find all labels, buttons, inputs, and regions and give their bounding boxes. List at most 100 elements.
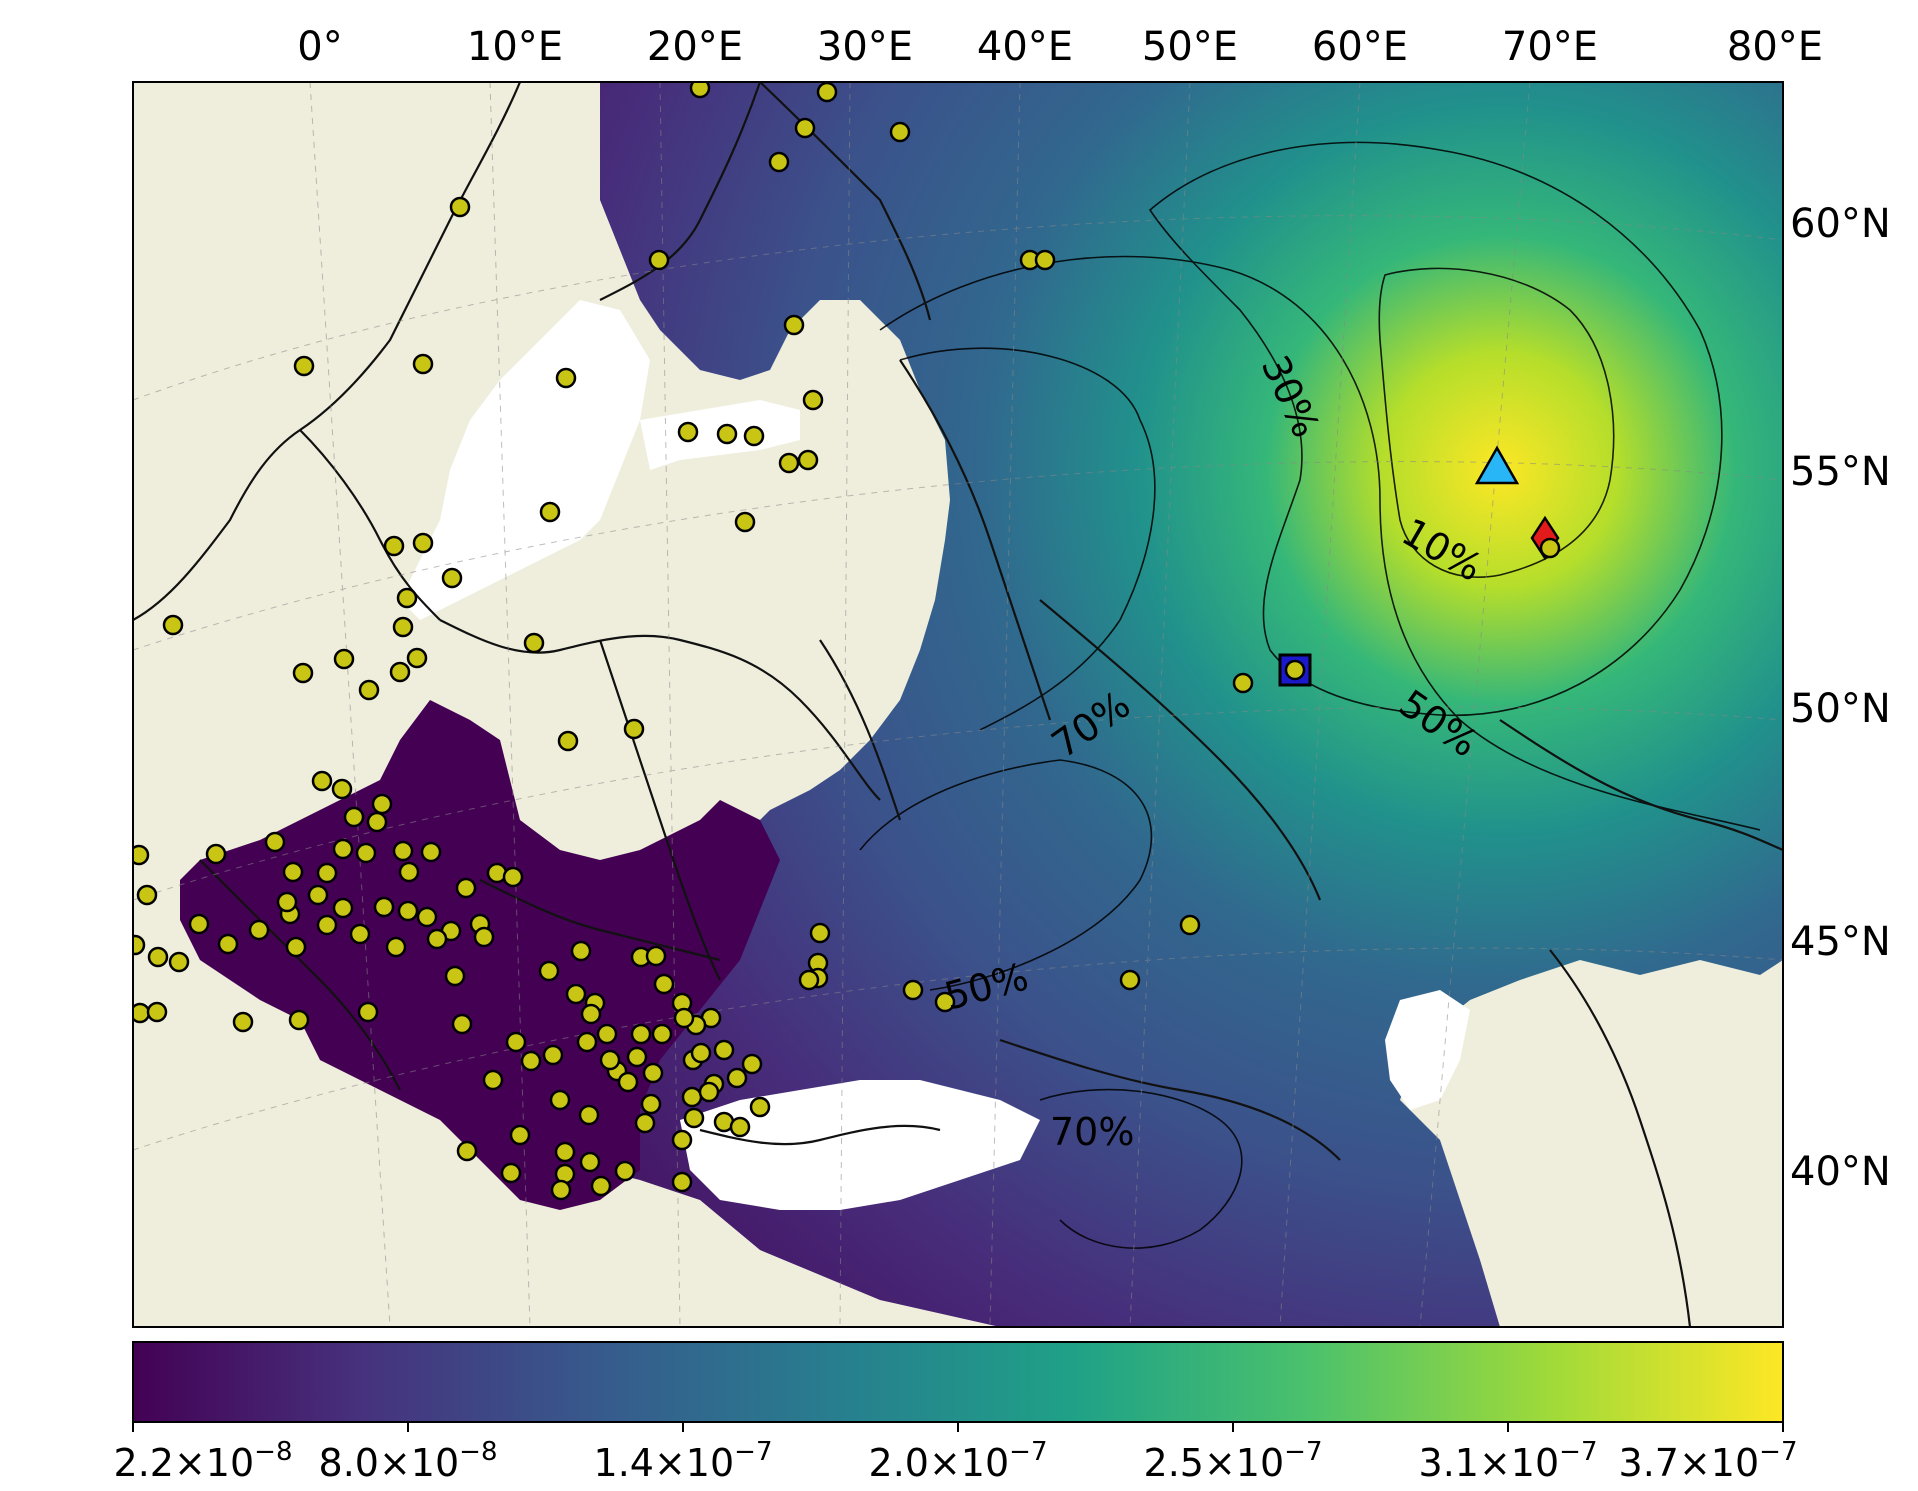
lat-label-40n: 40°N [1790, 1149, 1891, 1195]
station-marker [331, 778, 353, 800]
station-marker [343, 806, 365, 828]
station-marker [729, 1116, 751, 1138]
lon-label-80e: 80°E [1727, 24, 1823, 70]
station-marker [749, 1096, 771, 1118]
station-marker [500, 1162, 522, 1184]
station-marker [136, 884, 158, 906]
caspian-gap [1385, 990, 1470, 1110]
station-marker [355, 842, 377, 864]
lon-label-30e: 30°E [817, 24, 913, 70]
station-marker [412, 353, 434, 375]
station-marker [741, 1053, 763, 1075]
station-marker [285, 936, 307, 958]
station-marker [889, 121, 911, 143]
colorbar-tick-label: 2.0×10−7 [869, 1437, 1048, 1485]
station-marker [576, 1031, 598, 1053]
station-marker [816, 82, 838, 103]
station-marker [645, 945, 667, 967]
station-marker [630, 1023, 652, 1045]
station-marker [426, 928, 448, 950]
contour-50 [859, 255, 1761, 991]
station-markers [133, 82, 1254, 1201]
station-marker [580, 1003, 602, 1025]
lon-label-60e: 60°E [1312, 24, 1408, 70]
station-marker [809, 922, 831, 944]
station-marker [570, 940, 592, 962]
station-marker [397, 900, 419, 922]
lon-label-10e: 10°E [467, 24, 563, 70]
station-marker [623, 718, 645, 740]
station-marker [416, 906, 438, 928]
station-marker [578, 1104, 600, 1126]
station-marker [316, 862, 338, 884]
station-marker [456, 1140, 478, 1162]
station-marker [444, 965, 466, 987]
station-marker [634, 1112, 656, 1134]
station-marker [349, 923, 371, 945]
station-marker [768, 151, 790, 173]
station-marker [651, 1023, 673, 1045]
lon-label-50e: 50°E [1142, 24, 1238, 70]
station-marker [590, 1175, 612, 1197]
lon-label-20e: 20°E [647, 24, 743, 70]
station-marker [133, 844, 150, 866]
station-marker [555, 367, 577, 389]
station-marker [523, 632, 545, 654]
station-marker [366, 811, 388, 833]
station-marker [673, 1007, 695, 1029]
station-marker [502, 866, 524, 888]
contour-label-70-south: 70% [1050, 1110, 1134, 1154]
station-marker [392, 616, 414, 638]
station-circle-extra [1539, 537, 1561, 559]
station-marker [1179, 914, 1201, 936]
colorbar-tick-label: 3.7×10−7 [1619, 1437, 1798, 1485]
station-marker [282, 861, 304, 883]
station-marker [653, 973, 675, 995]
station-marker [205, 843, 227, 865]
station-marker [550, 1179, 572, 1201]
lon-label-0: 0° [297, 24, 342, 70]
station-marker [232, 1011, 254, 1033]
colorbar-tick-label: 2.2×10−8 [114, 1437, 293, 1485]
colorbar [132, 1341, 1784, 1423]
station-marker [902, 979, 924, 1001]
station-marker [797, 449, 819, 471]
map-area: 30% 10% 70% 50% 50% 70% [133, 82, 1783, 1327]
station-marker [599, 1049, 621, 1071]
station-marker [168, 951, 190, 973]
station-marker [333, 648, 355, 670]
latitude-labels: 60°N 55°N 50°N 45°N 40°N [1790, 201, 1891, 1195]
station-marker [264, 831, 286, 853]
station-marker [332, 897, 354, 919]
lon-label-40e: 40°E [977, 24, 1073, 70]
station-marker [698, 1081, 720, 1103]
baltic-sea [400, 300, 650, 620]
cyan-triangle-marker [1474, 445, 1520, 485]
station-marker [147, 946, 169, 968]
station-marker [162, 614, 184, 636]
station-marker [726, 1067, 748, 1089]
contour-10 [1378, 267, 1615, 578]
station-marker [276, 891, 298, 913]
station-marker [1232, 672, 1254, 694]
station-marker [133, 934, 146, 956]
station-marker [648, 249, 670, 271]
colorbar-tick-label: 2.5×10−7 [1144, 1437, 1323, 1485]
lat-label-45n: 45°N [1790, 919, 1891, 965]
contour-30 [1148, 141, 1723, 717]
station-marker [1034, 249, 1056, 271]
station-marker [357, 1001, 379, 1023]
black-sea [680, 1080, 1040, 1210]
map-frame [132, 81, 1784, 1328]
station-marker [371, 793, 393, 815]
station-marker [248, 919, 270, 941]
station-marker [449, 196, 471, 218]
station-marker [373, 896, 395, 918]
station-marker [614, 1160, 636, 1182]
station-marker [538, 960, 560, 982]
station-marker [798, 969, 820, 991]
station-marker [332, 838, 354, 860]
station-marker [802, 389, 824, 411]
station-marker [626, 1046, 648, 1068]
